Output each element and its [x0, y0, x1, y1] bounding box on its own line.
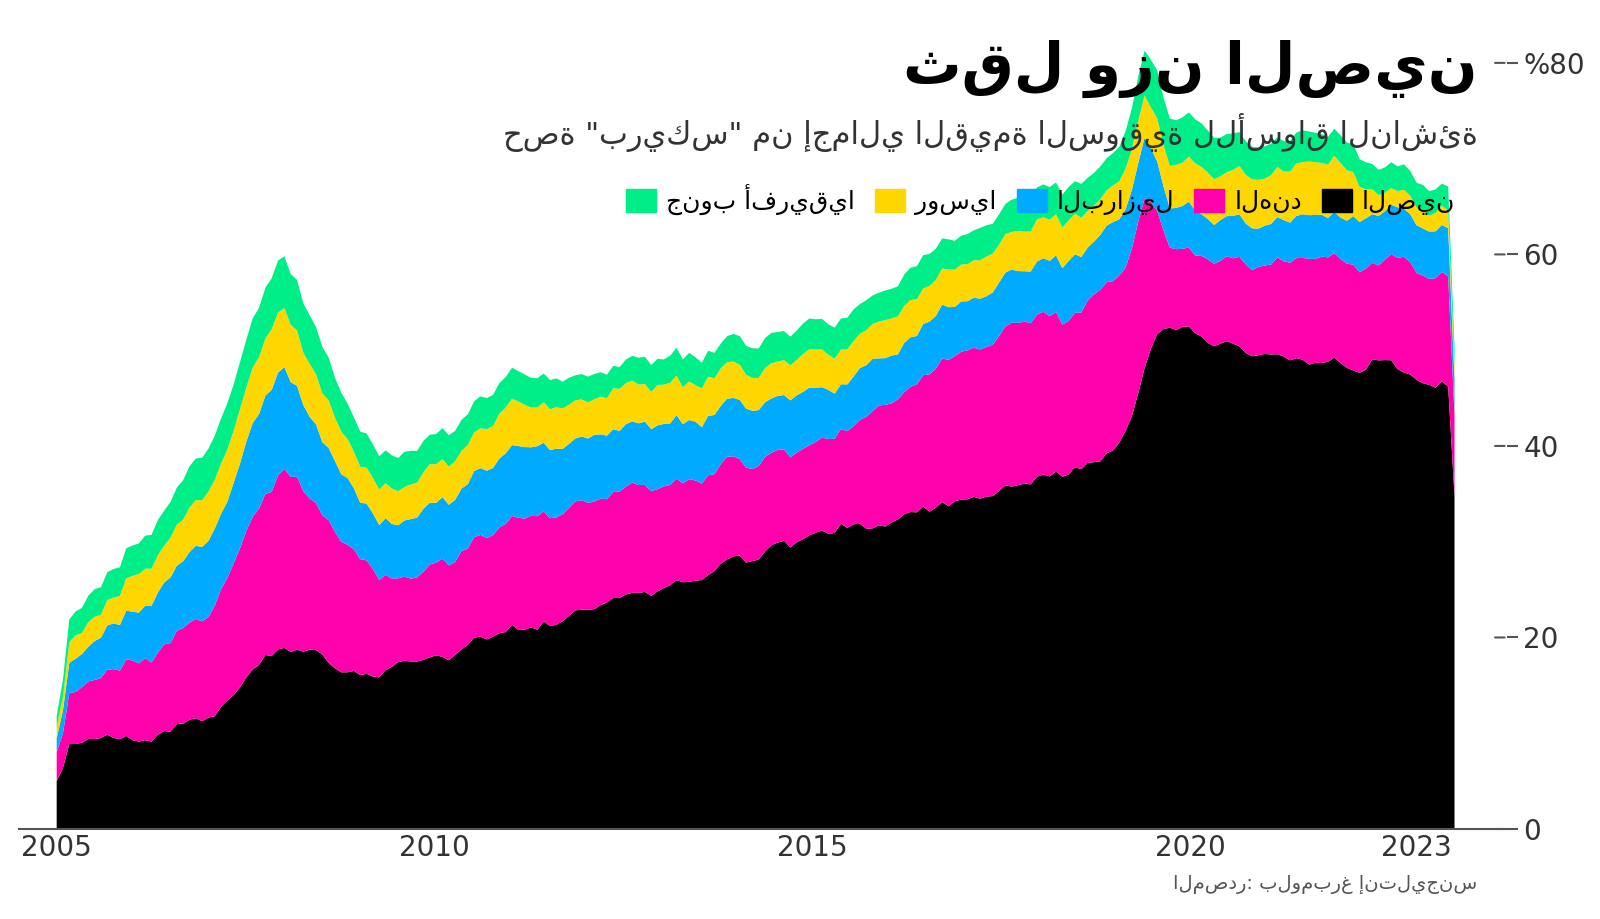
Text: المصدر: بلومبرغ إنتليجنس: المصدر: بلومبرغ إنتليجنس	[1173, 875, 1478, 894]
Text: ثقل وزن الصين: ثقل وزن الصين	[902, 40, 1478, 97]
Text: حصة "بريكس" من إجمالي القيمة السوقية للأسواق الناشئة: حصة "بريكس" من إجمالي القيمة السوقية للأ…	[502, 113, 1478, 152]
Legend: جنوب أفريقيا, روسيا, البرازيل, الهند, الصين: جنوب أفريقيا, روسيا, البرازيل, الهند, ال…	[616, 174, 1466, 225]
